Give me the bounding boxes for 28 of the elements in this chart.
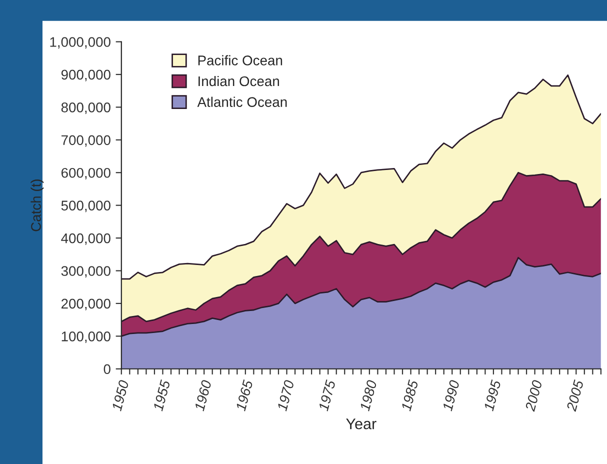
y-tick-label: 300,000: [61, 266, 110, 278]
y-tick-label: 500,000: [61, 200, 110, 212]
x-tick-label: 1960: [194, 380, 212, 412]
y-tick-label: 800,000: [61, 102, 110, 114]
y-tick-label: 400,000: [61, 233, 110, 245]
x-tick-label: 1965: [236, 379, 254, 412]
y-tick-label: 200,000: [61, 298, 110, 310]
x-tick-label: 1950: [112, 380, 129, 412]
y-axis-title: Catch (t): [30, 180, 44, 232]
x-tick-label: 1980: [360, 380, 378, 412]
y-tick-label: 600,000: [61, 168, 110, 180]
x-tick-label: 1985: [400, 379, 418, 412]
y-tick-label: 0: [104, 364, 110, 374]
y-tick-label: 900,000: [61, 70, 110, 82]
x-axis-title: Year: [346, 418, 376, 430]
x-tick-label: 1955: [152, 379, 170, 412]
legend-label: Atlantic Ocean: [197, 96, 287, 107]
x-tick-label: 1995: [484, 379, 502, 412]
x-tick-label: 2000: [524, 380, 542, 412]
y-tick-label: 100,000: [62, 332, 110, 343]
y-tick-label: 700,000: [61, 135, 110, 147]
y-tick-label: 1,000,000: [50, 37, 110, 49]
legend-label: Indian Ocean: [198, 76, 279, 86]
x-tick-label: 1975: [318, 379, 336, 412]
x-tick-label: 1990: [442, 380, 460, 412]
x-tick-label: 2005: [566, 379, 584, 412]
legend-label: Pacific Ocean: [198, 55, 282, 66]
x-tick-label: 1970: [276, 380, 294, 412]
